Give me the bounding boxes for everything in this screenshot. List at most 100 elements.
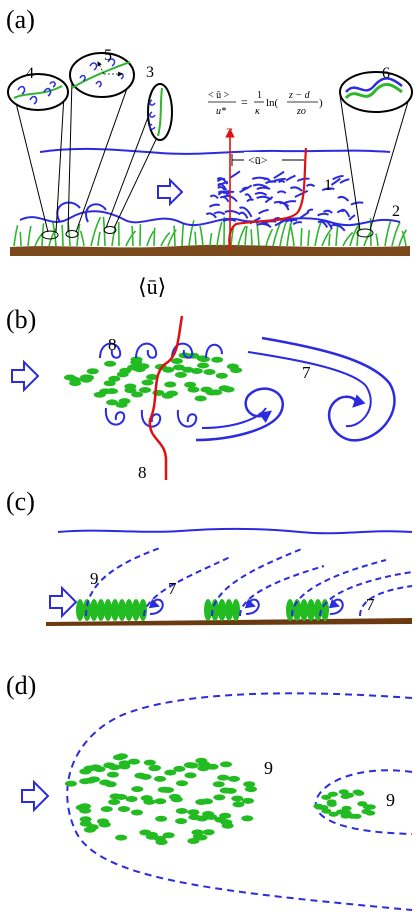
plant-stem bbox=[187, 837, 200, 844]
plant-stem bbox=[157, 786, 170, 793]
eddy-stroke bbox=[239, 206, 253, 218]
plant-stem bbox=[231, 795, 244, 802]
eddy-stroke bbox=[336, 209, 345, 214]
inset-4 bbox=[7, 73, 69, 111]
plant-stem bbox=[225, 599, 233, 621]
plant-stem bbox=[187, 386, 200, 393]
canopy-shear-layer bbox=[19, 210, 401, 227]
plant-stem bbox=[161, 392, 174, 399]
panel-a: (a) Z <ū> < ū > u* = 1 κ bbox=[6, 5, 413, 256]
plant-stem bbox=[195, 834, 208, 841]
eddy-stroke bbox=[292, 221, 303, 226]
eddy-stroke bbox=[252, 183, 269, 189]
eq-frac-numerator: z − d bbox=[288, 90, 311, 101]
grass-blade bbox=[265, 228, 274, 247]
grass-blade bbox=[13, 224, 19, 247]
label-6: 6 bbox=[382, 65, 390, 82]
plant-stem bbox=[321, 599, 329, 621]
plant-stem bbox=[300, 599, 308, 621]
plant-stem bbox=[108, 375, 121, 382]
inset-6 bbox=[339, 71, 413, 113]
plant-stem bbox=[341, 805, 352, 811]
plant-stem bbox=[184, 772, 197, 779]
eddy-stroke bbox=[296, 177, 310, 182]
plant-stem bbox=[338, 789, 349, 795]
grass-blade bbox=[216, 221, 223, 247]
label-8-bottom: 8 bbox=[138, 463, 147, 482]
plant-stem bbox=[307, 599, 315, 621]
plant-stem bbox=[93, 391, 106, 398]
plant-stem bbox=[162, 832, 175, 839]
plant-stem bbox=[203, 369, 216, 376]
plant-stem bbox=[194, 395, 207, 402]
velocity-profile-b bbox=[148, 315, 184, 480]
grass-blade bbox=[237, 225, 247, 247]
zoom-source-4 bbox=[41, 230, 59, 240]
label-1: 1 bbox=[324, 177, 332, 194]
grass-blade bbox=[167, 229, 177, 247]
label-5: 5 bbox=[104, 47, 112, 64]
flow-direction-arrow-d bbox=[21, 779, 50, 813]
plant-stem bbox=[244, 786, 257, 793]
plant-stem bbox=[115, 834, 128, 841]
eddy-stroke bbox=[246, 198, 254, 203]
plant-stem bbox=[132, 599, 140, 621]
plant-stem bbox=[241, 797, 254, 804]
plant-stem bbox=[108, 799, 121, 806]
plant-stem bbox=[197, 362, 210, 369]
grass-blade bbox=[48, 228, 57, 247]
label-7-c1: 7 bbox=[168, 579, 177, 598]
log-law-equation: < ū > u* = 1 κ ln( z − d zo ) bbox=[208, 90, 323, 117]
plant-stem bbox=[93, 766, 106, 773]
eddy-stroke bbox=[217, 186, 226, 191]
plant-stem bbox=[90, 599, 98, 621]
grass-blade bbox=[321, 228, 332, 247]
plant-stem bbox=[340, 793, 351, 800]
inset-3 bbox=[147, 83, 173, 141]
plant-stem bbox=[131, 391, 144, 398]
plant-stem bbox=[184, 381, 197, 388]
plant-stem bbox=[64, 780, 77, 787]
plant-stem bbox=[212, 781, 225, 788]
plant-stem bbox=[125, 795, 138, 802]
grass-blade bbox=[363, 231, 372, 247]
wake-boundary-large bbox=[66, 692, 413, 911]
plant-stem bbox=[104, 599, 112, 621]
eddy-stroke bbox=[224, 209, 241, 216]
plant-stem bbox=[232, 599, 240, 621]
eq-coef-numerator: 1 bbox=[257, 90, 262, 101]
eddy-stroke bbox=[317, 212, 329, 217]
wake-eddy-small-inner bbox=[201, 407, 267, 429]
z-axis-label: Z bbox=[226, 125, 233, 139]
plant-stem bbox=[127, 758, 140, 765]
grass-blade bbox=[160, 232, 171, 247]
plant-stem bbox=[218, 599, 226, 621]
eq-ln: ln( bbox=[266, 97, 279, 109]
grass-blade bbox=[173, 225, 176, 247]
plant-stem bbox=[83, 765, 96, 772]
streamlines-c bbox=[85, 547, 413, 617]
wake-eddy-small bbox=[195, 387, 284, 442]
grass-blade bbox=[314, 221, 322, 247]
panel-b: (b) ⟨ū⟩ 8 8 7 bbox=[6, 274, 396, 482]
plant-stem bbox=[175, 808, 188, 815]
plant-stem bbox=[79, 807, 92, 814]
plant-stem bbox=[183, 762, 196, 769]
vegetation-patch-d-small bbox=[313, 789, 376, 819]
plant-stem bbox=[127, 364, 140, 371]
grass-blade bbox=[153, 227, 156, 247]
eddy-stroke bbox=[264, 195, 274, 204]
eddy-stroke bbox=[239, 211, 249, 219]
plant-stem bbox=[361, 808, 372, 815]
plant-stem bbox=[103, 380, 116, 387]
plant-stem bbox=[79, 820, 92, 827]
plant-stem bbox=[198, 356, 211, 363]
plant-stem bbox=[191, 829, 204, 836]
eddy-stroke bbox=[229, 170, 241, 179]
eddy-stroke bbox=[217, 183, 228, 191]
grass-blade bbox=[391, 221, 401, 247]
plant-stem bbox=[175, 818, 188, 825]
plant-stem bbox=[328, 811, 339, 817]
eddy-stroke bbox=[322, 220, 333, 230]
